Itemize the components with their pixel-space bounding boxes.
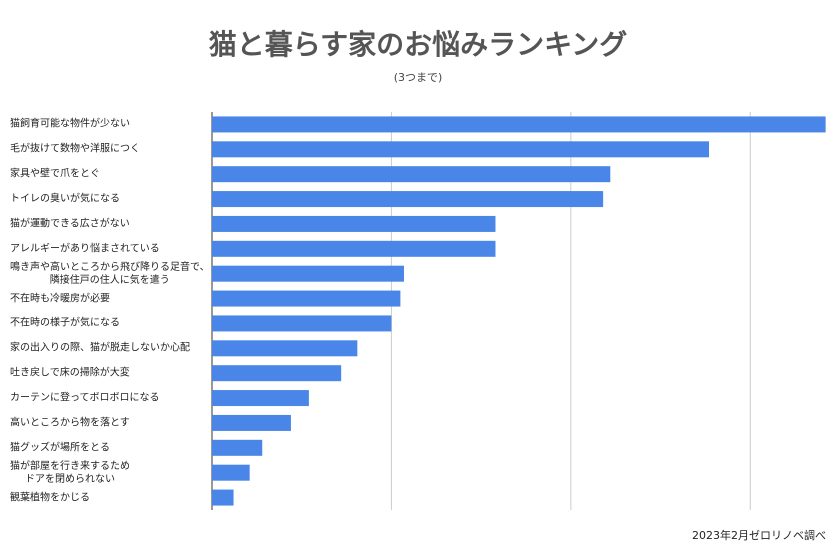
bar [212, 340, 358, 357]
y-tick-label: アレルギーがあり悩まされている [10, 243, 160, 255]
bar [212, 290, 401, 307]
bar [212, 116, 826, 133]
y-tick-label: 猫グッズが場所をとる [10, 442, 110, 454]
y-tick-label: 吐き戻しで床の掃除が大変 [10, 367, 130, 379]
y-tick-label: 家の出入りの際、猫が脱走しないか心配 [10, 342, 190, 354]
y-tick-label: 家具や壁で爪をとぐ [10, 168, 100, 180]
bar [212, 439, 263, 456]
y-tick-label: 鳴き声や高いところから飛び降りる足音で、 隣接住戸の住人に気を遣う [10, 261, 210, 286]
bar [212, 215, 496, 232]
bar [212, 166, 611, 183]
y-tick-label: 不在時も冷暖房が必要 [10, 293, 110, 305]
bar [212, 365, 342, 382]
y-tick-label: 毛が抜けて数物や洋服につく [10, 143, 140, 155]
y-tick-label: 猫が運動できる広さがない [10, 218, 130, 230]
bar [212, 265, 404, 282]
y-tick-label: トイレの臭いが気になる [10, 193, 120, 205]
bar [212, 414, 291, 431]
bar [212, 141, 709, 158]
bar [212, 489, 234, 506]
y-tick-label: 観葉植物をかじる [10, 492, 90, 504]
chart-title: 猫と暮らす家のお悩みランキング [209, 28, 628, 61]
y-tick-label: 猫が部屋を行き来するため ドアを閉められない [10, 460, 130, 485]
subtitle: (3つまで) [394, 71, 443, 84]
bar [212, 315, 392, 332]
bar [212, 464, 250, 481]
bar [212, 240, 496, 257]
y-tick-label: 猫飼育可能な物件が少ない [10, 118, 130, 130]
y-tick-label: 不在時の様子が気になる [10, 317, 120, 329]
source: 2023年2月ゼロリノベ調べ [692, 528, 826, 542]
bar [212, 390, 309, 407]
y-tick-label: 高いところから物を落とす [10, 417, 130, 429]
y-tick-label: カーテンに登ってボロボロになる [10, 392, 160, 404]
bar [212, 191, 604, 208]
